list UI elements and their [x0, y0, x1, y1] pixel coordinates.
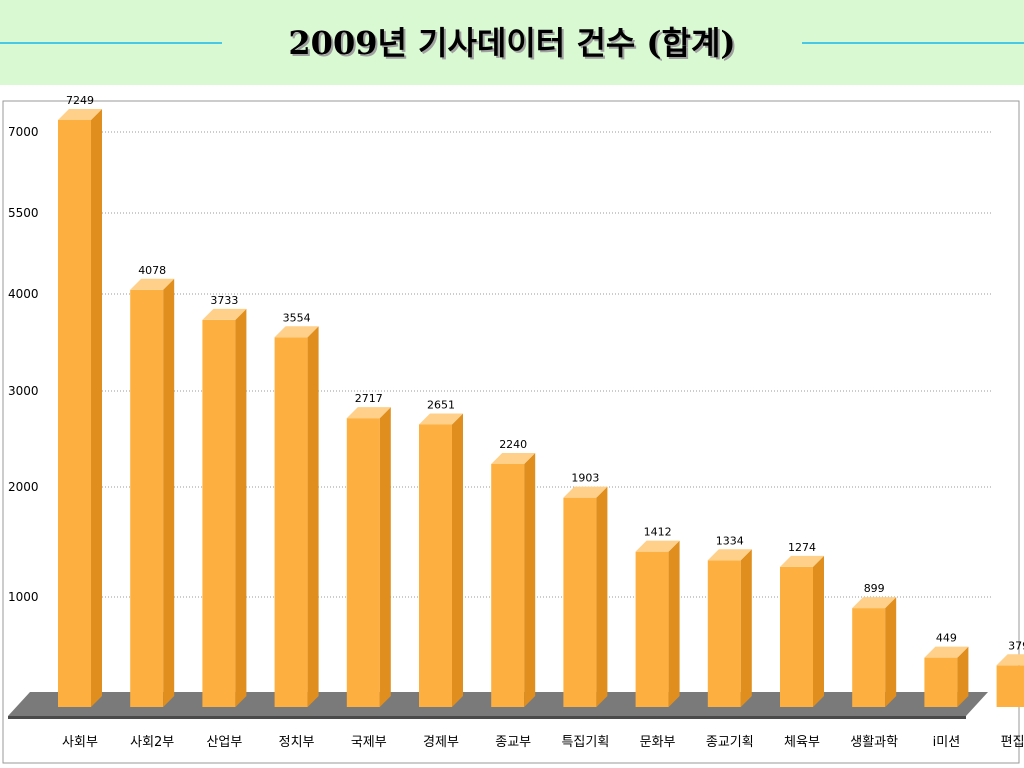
bar-side — [957, 646, 969, 707]
x-tick-label: 편집국 — [1001, 735, 1024, 750]
bar-side — [452, 413, 463, 707]
data-label: 4078 — [138, 264, 166, 277]
y-tick-label: 3000 — [8, 384, 39, 398]
data-label: 2240 — [499, 438, 527, 451]
bar-side — [596, 486, 608, 707]
x-tick-label: 생활과학 — [850, 735, 898, 750]
bar — [924, 657, 958, 707]
y-axis-tick-labels: 1000 2000 3000 4000 5500 7000 — [8, 125, 39, 604]
bar-top — [346, 407, 391, 419]
data-label: 1274 — [788, 541, 816, 554]
data-label: 379 — [1008, 639, 1024, 652]
x-tick-label: 문화부 — [640, 735, 676, 750]
bar — [202, 319, 236, 707]
bar-chart: 1000 2000 3000 4000 5500 7000 7249 4078 3733 355… — [2, 94, 1024, 764]
y-tick-label: 4000 — [8, 287, 39, 301]
bar-top — [780, 555, 824, 567]
bars: 7249 4078 3733 3554 2717 2651 2240 1903 1412 1334… — [58, 94, 1024, 707]
bar-side — [379, 407, 391, 707]
bar-side — [524, 452, 536, 707]
x-tick-label: 종교기획 — [706, 735, 754, 750]
bar — [419, 424, 452, 707]
bar — [130, 289, 164, 707]
x-tick-label: 경제부 — [423, 735, 459, 750]
data-label: 449 — [936, 632, 957, 645]
data-label: 899 — [864, 582, 885, 595]
bar — [58, 120, 91, 707]
bar — [346, 418, 380, 707]
data-label: 1412 — [644, 526, 672, 539]
bar-top — [274, 326, 319, 338]
x-tick-label: 사회2부 — [130, 735, 174, 750]
x-tick-label: i미션 — [933, 735, 961, 750]
x-tick-label: 특집기획 — [561, 735, 609, 750]
bar — [563, 497, 597, 707]
title-line-left — [0, 42, 222, 44]
bar-side — [668, 540, 680, 707]
gridlines — [60, 131, 993, 598]
bar-side — [885, 597, 897, 707]
bar-side — [91, 109, 102, 707]
bar-top — [707, 549, 752, 561]
y-tick-label: 1000 — [8, 590, 39, 604]
data-label: 7249 — [66, 94, 94, 107]
bar-top — [58, 109, 102, 120]
bar — [852, 608, 886, 707]
y-tick-label: 2000 — [8, 480, 39, 494]
bar — [635, 551, 669, 707]
data-label: 3733 — [210, 294, 238, 307]
bar-top — [130, 278, 175, 290]
x-tick-label: 정치부 — [279, 735, 315, 750]
bar-side — [163, 278, 175, 707]
bar — [707, 560, 741, 707]
data-label: 1334 — [716, 534, 744, 547]
x-axis-category-labels: 사회부 사회2부 산업부 정치부 국제부 경제부 종교부 특집기획 문화부 종교기획 체육부 생활과학… — [62, 735, 1024, 750]
bar — [780, 566, 813, 707]
data-label: 2651 — [427, 399, 455, 412]
bar — [491, 463, 525, 707]
bar-top — [852, 597, 897, 609]
title-banner: 2009년 기사데이터 건수 (합계) — [0, 0, 1024, 85]
bar-top — [996, 654, 1024, 666]
bar-top — [563, 486, 608, 498]
x-tick-label: 종교부 — [495, 735, 531, 750]
data-label: 1903 — [571, 472, 599, 485]
bar-side — [740, 549, 752, 707]
bar-top — [202, 308, 247, 320]
y-tick-label: 7000 — [8, 125, 39, 139]
data-label: 2717 — [355, 392, 383, 405]
bar-top — [635, 540, 680, 552]
x-tick-label: 국제부 — [351, 735, 387, 750]
bar-top — [419, 413, 463, 425]
bar-top — [924, 646, 969, 658]
bar-side — [813, 555, 824, 707]
x-tick-label: 산업부 — [206, 735, 242, 750]
bar-side — [307, 326, 319, 707]
bar-side — [235, 308, 247, 707]
floor-edge — [8, 716, 966, 719]
x-tick-label: 사회부 — [62, 735, 98, 750]
bar — [996, 665, 1024, 707]
x-tick-label: 체육부 — [784, 735, 820, 750]
chart-title: 2009년 기사데이터 건수 (합계) — [288, 24, 736, 62]
bar-top — [491, 452, 536, 464]
data-label: 3554 — [283, 311, 311, 324]
y-tick-label: 5500 — [8, 206, 39, 220]
title-line-right — [802, 42, 1024, 44]
bar — [274, 337, 308, 707]
